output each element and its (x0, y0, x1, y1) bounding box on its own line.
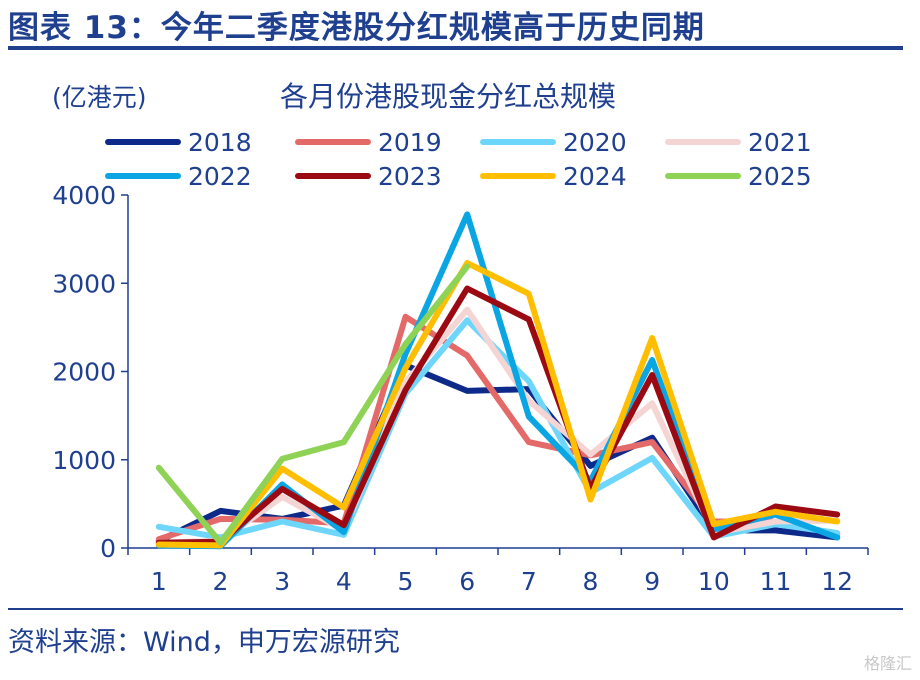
y-tick-label: 0 (100, 534, 116, 563)
legend-label: 2022 (188, 162, 252, 191)
x-tick-label: 2 (213, 567, 229, 596)
series-line-2024 (155, 260, 841, 549)
x-tick-label: 1 (151, 567, 167, 596)
series-layer (155, 211, 841, 550)
legend-item-2023: 2023 (295, 162, 442, 191)
legend-label: 2019 (378, 128, 442, 157)
legend-item-2025: 2025 (665, 162, 812, 191)
x-tick-label: 11 (760, 567, 792, 596)
x-tick-label: 7 (521, 567, 537, 596)
chart-title: 各月份港股现金分红总规模 (280, 80, 616, 113)
x-tick-label: 12 (821, 567, 853, 596)
figure-title: 图表 13：今年二季度港股分红规模高于历史同期 (8, 10, 705, 46)
y-tick-label: 4000 (52, 181, 116, 210)
source-divider (8, 608, 903, 610)
y-tick-label: 3000 (52, 269, 116, 298)
legend-label: 2020 (563, 128, 627, 157)
legend-label: 2018 (188, 128, 252, 157)
y-axis-unit-label: (亿港元) (52, 83, 147, 112)
legend-item-2022: 2022 (105, 162, 252, 191)
series-line-2025 (155, 263, 471, 546)
legend-item-2018: 2018 (105, 128, 252, 157)
legend-item-2021: 2021 (665, 128, 812, 157)
legend-label: 2024 (563, 162, 627, 191)
x-tick-label: 4 (336, 567, 352, 596)
legend-label: 2021 (748, 128, 812, 157)
title-divider (8, 46, 903, 50)
legend-item-2024: 2024 (480, 162, 627, 191)
y-tick-label: 1000 (52, 446, 116, 475)
y-tick-label: 2000 (52, 358, 116, 387)
x-tick-label: 5 (398, 567, 414, 596)
x-tick-label: 8 (583, 567, 599, 596)
series-line-2023 (155, 285, 841, 546)
legend-label: 2023 (378, 162, 442, 191)
x-tick-label: 6 (459, 567, 475, 596)
legend-label: 2025 (748, 162, 812, 191)
chart-legend: 2018 2019 2020 2021 2022 2023 2024 2025 (105, 128, 812, 191)
legend-item-2019: 2019 (295, 128, 442, 157)
x-tick-label: 9 (644, 567, 660, 596)
x-tick-label: 10 (698, 567, 730, 596)
x-tick-label: 3 (274, 567, 290, 596)
watermark-text: 格隆汇 (863, 654, 912, 673)
source-note: 资料来源：Wind，申万宏源研究 (8, 627, 400, 658)
legend-item-2020: 2020 (480, 128, 627, 157)
